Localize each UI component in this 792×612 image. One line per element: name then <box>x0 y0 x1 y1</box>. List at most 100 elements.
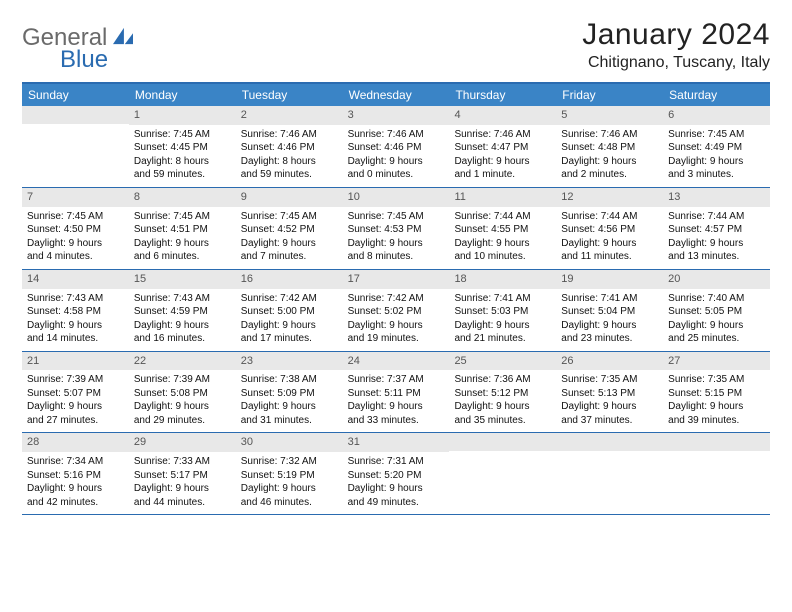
detail-line: and 2 minutes. <box>561 168 658 182</box>
detail-line: and 1 minute. <box>454 168 551 182</box>
day-cell-24: 24Sunrise: 7:37 AMSunset: 5:11 PMDayligh… <box>343 352 450 433</box>
day-details: Sunrise: 7:35 AMSunset: 5:15 PMDaylight:… <box>663 370 770 432</box>
detail-line: and 8 minutes. <box>348 250 445 264</box>
detail-line: Sunset: 4:57 PM <box>668 223 765 237</box>
detail-line: Sunrise: 7:46 AM <box>348 128 445 142</box>
detail-line: Daylight: 9 hours <box>348 237 445 251</box>
detail-line: Sunrise: 7:44 AM <box>454 210 551 224</box>
detail-line: Daylight: 9 hours <box>668 237 765 251</box>
detail-line: Daylight: 8 hours <box>241 155 338 169</box>
detail-line: Daylight: 9 hours <box>134 400 231 414</box>
day-details: Sunrise: 7:44 AMSunset: 4:57 PMDaylight:… <box>663 207 770 269</box>
detail-line: Daylight: 9 hours <box>134 237 231 251</box>
detail-line: Sunrise: 7:45 AM <box>241 210 338 224</box>
day-cell-21: 21Sunrise: 7:39 AMSunset: 5:07 PMDayligh… <box>22 352 129 433</box>
day-details: Sunrise: 7:42 AMSunset: 5:02 PMDaylight:… <box>343 289 450 351</box>
detail-line: and 49 minutes. <box>348 496 445 510</box>
detail-line: Sunset: 5:11 PM <box>348 387 445 401</box>
day-cell-13: 13Sunrise: 7:44 AMSunset: 4:57 PMDayligh… <box>663 188 770 269</box>
detail-line: and 44 minutes. <box>134 496 231 510</box>
detail-line: and 11 minutes. <box>561 250 658 264</box>
day-details: Sunrise: 7:45 AMSunset: 4:53 PMDaylight:… <box>343 207 450 269</box>
day-number: 30 <box>236 433 343 452</box>
day-number: 24 <box>343 352 450 371</box>
detail-line: Daylight: 9 hours <box>454 155 551 169</box>
day-details: Sunrise: 7:45 AMSunset: 4:49 PMDaylight:… <box>663 125 770 187</box>
day-cell-26: 26Sunrise: 7:35 AMSunset: 5:13 PMDayligh… <box>556 352 663 433</box>
detail-line: Sunset: 5:19 PM <box>241 469 338 483</box>
detail-line: Sunset: 4:46 PM <box>348 141 445 155</box>
detail-line: Sunrise: 7:44 AM <box>668 210 765 224</box>
detail-line: Sunrise: 7:43 AM <box>27 292 124 306</box>
detail-line: Sunrise: 7:43 AM <box>134 292 231 306</box>
detail-line: and 46 minutes. <box>241 496 338 510</box>
detail-line: Sunrise: 7:31 AM <box>348 455 445 469</box>
day-number: 12 <box>556 188 663 207</box>
day-number: 27 <box>663 352 770 371</box>
day-header-wednesday: Wednesday <box>343 84 450 106</box>
day-details: Sunrise: 7:42 AMSunset: 5:00 PMDaylight:… <box>236 289 343 351</box>
day-details: Sunrise: 7:35 AMSunset: 5:13 PMDaylight:… <box>556 370 663 432</box>
day-number: 14 <box>22 270 129 289</box>
day-details: Sunrise: 7:36 AMSunset: 5:12 PMDaylight:… <box>449 370 556 432</box>
day-cell-20: 20Sunrise: 7:40 AMSunset: 5:05 PMDayligh… <box>663 270 770 351</box>
detail-line: Sunset: 5:03 PM <box>454 305 551 319</box>
day-number: 2 <box>236 106 343 125</box>
day-cell-29: 29Sunrise: 7:33 AMSunset: 5:17 PMDayligh… <box>129 433 236 514</box>
day-cell-14: 14Sunrise: 7:43 AMSunset: 4:58 PMDayligh… <box>22 270 129 351</box>
detail-line: and 23 minutes. <box>561 332 658 346</box>
detail-line: Daylight: 9 hours <box>241 482 338 496</box>
detail-line: Daylight: 9 hours <box>27 237 124 251</box>
day-cell-12: 12Sunrise: 7:44 AMSunset: 4:56 PMDayligh… <box>556 188 663 269</box>
detail-line: Sunrise: 7:45 AM <box>668 128 765 142</box>
day-number: 28 <box>22 433 129 452</box>
detail-line: Sunrise: 7:45 AM <box>134 128 231 142</box>
detail-line: Sunset: 5:05 PM <box>668 305 765 319</box>
day-cell-1: 1Sunrise: 7:45 AMSunset: 4:45 PMDaylight… <box>129 106 236 187</box>
day-cell-5: 5Sunrise: 7:46 AMSunset: 4:48 PMDaylight… <box>556 106 663 187</box>
detail-line: Daylight: 9 hours <box>561 155 658 169</box>
detail-line: Sunrise: 7:46 AM <box>561 128 658 142</box>
day-number: 6 <box>663 106 770 125</box>
day-number: 23 <box>236 352 343 371</box>
detail-line: Sunset: 5:02 PM <box>348 305 445 319</box>
detail-line: Sunrise: 7:37 AM <box>348 373 445 387</box>
day-header-sunday: Sunday <box>22 84 129 106</box>
day-cell-18: 18Sunrise: 7:41 AMSunset: 5:03 PMDayligh… <box>449 270 556 351</box>
detail-line: Sunset: 4:47 PM <box>454 141 551 155</box>
detail-line: and 3 minutes. <box>668 168 765 182</box>
day-details: Sunrise: 7:45 AMSunset: 4:52 PMDaylight:… <box>236 207 343 269</box>
day-number <box>663 433 770 451</box>
detail-line: Daylight: 9 hours <box>454 319 551 333</box>
detail-line: Sunrise: 7:36 AM <box>454 373 551 387</box>
detail-line: and 27 minutes. <box>27 414 124 428</box>
day-number: 17 <box>343 270 450 289</box>
day-number: 10 <box>343 188 450 207</box>
day-number: 4 <box>449 106 556 125</box>
detail-line: and 16 minutes. <box>134 332 231 346</box>
empty-cell <box>663 433 770 514</box>
detail-line: Daylight: 9 hours <box>241 400 338 414</box>
detail-line: Sunset: 5:09 PM <box>241 387 338 401</box>
day-cell-6: 6Sunrise: 7:45 AMSunset: 4:49 PMDaylight… <box>663 106 770 187</box>
day-number: 31 <box>343 433 450 452</box>
day-number <box>22 106 129 124</box>
day-number <box>556 433 663 451</box>
day-details: Sunrise: 7:39 AMSunset: 5:07 PMDaylight:… <box>22 370 129 432</box>
day-cell-4: 4Sunrise: 7:46 AMSunset: 4:47 PMDaylight… <box>449 106 556 187</box>
detail-line: Sunrise: 7:41 AM <box>454 292 551 306</box>
day-number: 1 <box>129 106 236 125</box>
detail-line: and 6 minutes. <box>134 250 231 264</box>
day-header-saturday: Saturday <box>663 84 770 106</box>
detail-line: Sunrise: 7:35 AM <box>668 373 765 387</box>
detail-line: Daylight: 9 hours <box>27 482 124 496</box>
calendar: SundayMondayTuesdayWednesdayThursdayFrid… <box>22 82 770 515</box>
detail-line: Sunset: 5:00 PM <box>241 305 338 319</box>
day-cell-22: 22Sunrise: 7:39 AMSunset: 5:08 PMDayligh… <box>129 352 236 433</box>
detail-line: Sunrise: 7:44 AM <box>561 210 658 224</box>
detail-line: Daylight: 9 hours <box>134 482 231 496</box>
day-number <box>449 433 556 451</box>
day-header-monday: Monday <box>129 84 236 106</box>
detail-line: Sunset: 5:12 PM <box>454 387 551 401</box>
day-details: Sunrise: 7:44 AMSunset: 4:56 PMDaylight:… <box>556 207 663 269</box>
